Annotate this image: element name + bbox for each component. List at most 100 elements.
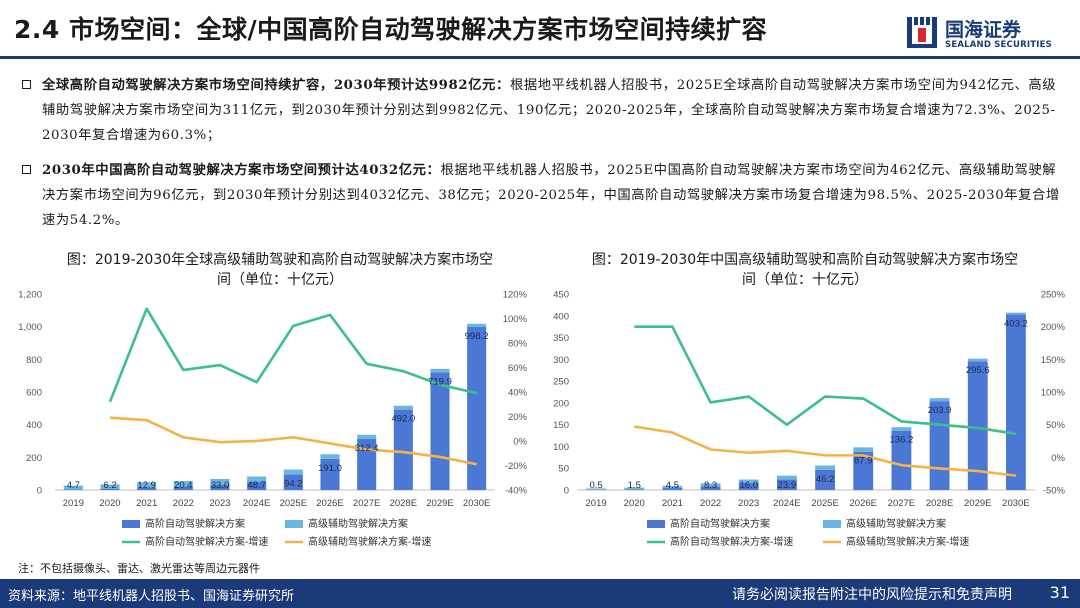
data-label: 94.2 bbox=[284, 479, 303, 490]
x-tick-label: 2026E bbox=[316, 498, 343, 509]
bar-high-level bbox=[853, 451, 874, 490]
x-tick-label: 2027E bbox=[888, 498, 915, 509]
legend-bar-adas-label: 高级辅助驾驶解决方案 bbox=[308, 517, 408, 530]
bar-adas bbox=[929, 398, 950, 402]
bar-high-level bbox=[776, 479, 797, 490]
legend-bar-adas-swatch bbox=[285, 520, 303, 528]
bar-adas bbox=[320, 454, 340, 459]
bar-high-level bbox=[624, 489, 645, 490]
y-right-tick-label: 150% bbox=[1041, 355, 1066, 366]
data-label: 48.7 bbox=[247, 480, 266, 491]
bar-adas bbox=[853, 447, 874, 452]
y-right-tick-label: 50% bbox=[1046, 420, 1066, 431]
bar-adas bbox=[63, 485, 83, 490]
line-high-level-growth bbox=[108, 307, 477, 403]
y-right-tick-label: 250% bbox=[1041, 290, 1066, 301]
sealand-logo-icon bbox=[907, 17, 937, 48]
bar-adas bbox=[967, 358, 988, 362]
footnote: 注：不包括摄像头、雷达、激光雷达等周边元器件 bbox=[18, 562, 260, 575]
line-adas-growth bbox=[109, 416, 477, 466]
data-label: 492.0 bbox=[391, 414, 415, 425]
y-left-tick-label: 450 bbox=[553, 290, 569, 301]
bar-high-level bbox=[100, 488, 120, 490]
y-right-tick-label: 40% bbox=[508, 388, 528, 399]
source-text: 资料来源：地平线机器人招股书、国海证券研究所 bbox=[8, 589, 295, 604]
paragraph-headline: 2030年中国高阶自动驾驶解决方案市场空间预计达4032亿元： bbox=[42, 163, 441, 178]
x-tick-label: 2019 bbox=[586, 498, 607, 509]
data-label: 719.9 bbox=[428, 376, 452, 387]
x-tick-label: 2029E bbox=[426, 498, 453, 509]
x-tick-label: 2020 bbox=[99, 498, 120, 509]
data-label: 136.2 bbox=[890, 435, 914, 446]
bar-adas bbox=[210, 478, 230, 485]
y-right-tick-label: 60% bbox=[508, 363, 528, 374]
x-tick-label: 2022 bbox=[700, 498, 721, 509]
paragraph-headline: 全球高阶自动驾驶解决方案市场空间持续扩容，2030年预计达9982亿元： bbox=[42, 78, 510, 93]
y-left-tick-label: 200 bbox=[553, 398, 569, 409]
y-left-tick-label: 1,000 bbox=[18, 322, 42, 333]
bar-high-level bbox=[1005, 314, 1026, 490]
disclaimer-text: 请务必阅读报告附注中的风险提示和免责声明 bbox=[732, 587, 1012, 603]
x-tick-label: 2030E bbox=[463, 498, 490, 509]
bar-adas bbox=[430, 368, 450, 373]
y-left-tick-label: 200 bbox=[26, 453, 42, 464]
title-divider bbox=[0, 56, 1080, 59]
x-tick-label: 2025E bbox=[811, 498, 838, 509]
bar-high-level bbox=[662, 488, 683, 490]
x-tick-label: 2028E bbox=[390, 498, 417, 509]
legend-bar-adas-swatch bbox=[823, 520, 841, 528]
logo-text-en: SEALAND SECURITIES bbox=[945, 40, 1052, 50]
x-tick-label: 2021 bbox=[662, 498, 683, 509]
bar-adas bbox=[100, 484, 120, 489]
y-right-tick-label: 0% bbox=[513, 437, 527, 448]
bar-high-level bbox=[283, 474, 303, 490]
bar-adas bbox=[173, 481, 193, 487]
data-label: 6.2 bbox=[103, 480, 116, 491]
data-label: 312.4 bbox=[355, 443, 379, 454]
bar-adas bbox=[283, 469, 303, 475]
legend-line-high-label: 高阶自动驾驶解决方案-增速 bbox=[145, 535, 268, 548]
legend-bar-adas-label: 高级辅助驾驶解决方案 bbox=[846, 517, 946, 530]
legend-bar-high-swatch bbox=[647, 520, 665, 528]
x-tick-label: 2026E bbox=[850, 498, 877, 509]
bar-high-level bbox=[247, 482, 267, 490]
data-label: 46.2 bbox=[816, 474, 835, 485]
legend-bar-high-swatch bbox=[122, 520, 140, 528]
bar-adas bbox=[700, 483, 721, 487]
y-right-tick-label: 100% bbox=[1041, 388, 1066, 399]
bar-adas bbox=[624, 487, 645, 490]
bar-adas bbox=[393, 405, 413, 410]
bar-high-level bbox=[357, 438, 377, 490]
y-left-tick-label: 250 bbox=[553, 377, 569, 388]
bar-adas bbox=[815, 465, 836, 470]
bar-adas bbox=[1005, 312, 1026, 315]
y-left-tick-label: 300 bbox=[553, 355, 569, 366]
y-left-tick-label: 150 bbox=[553, 420, 569, 431]
data-label: 87.9 bbox=[854, 456, 873, 467]
x-tick-label: 2019 bbox=[63, 498, 84, 509]
data-label: 12.9 bbox=[137, 480, 156, 491]
bar-high-level bbox=[967, 361, 988, 490]
line-high-level-growth bbox=[634, 325, 1017, 436]
x-tick-label: 2021 bbox=[136, 498, 157, 509]
data-label: 403.2 bbox=[1004, 318, 1028, 329]
legend-line-high-label: 高阶自动驾驶解决方案-增速 bbox=[670, 535, 793, 548]
bar-adas bbox=[247, 476, 267, 483]
y-left-tick-label: 0 bbox=[564, 486, 569, 497]
data-label: 8.3 bbox=[704, 480, 717, 491]
logo-text-cn: 国海证券 bbox=[945, 19, 1022, 41]
x-tick-label: 2022 bbox=[173, 498, 194, 509]
y-right-tick-label: 100% bbox=[503, 314, 528, 325]
bar-high-level bbox=[815, 469, 836, 490]
y-left-tick-label: 1,200 bbox=[18, 290, 42, 301]
y-right-tick-label: 200% bbox=[1041, 322, 1066, 333]
x-tick-label: 2029E bbox=[964, 498, 991, 509]
y-right-tick-label: 0% bbox=[1051, 453, 1065, 464]
chart-global: 0 200 400 600 800 1,000 1,200 -40% -20% 0% 20% 40% 6… bbox=[18, 290, 528, 549]
company-logo: 国海证券 SEALAND SECURITIES bbox=[905, 14, 1070, 54]
bar-high-level bbox=[430, 372, 450, 490]
bar-high-level bbox=[173, 486, 193, 490]
legend-bar-high-label: 高阶自动驾驶解决方案 bbox=[145, 517, 245, 530]
bar-high-level bbox=[891, 430, 912, 490]
data-label: 998.2 bbox=[465, 331, 489, 342]
